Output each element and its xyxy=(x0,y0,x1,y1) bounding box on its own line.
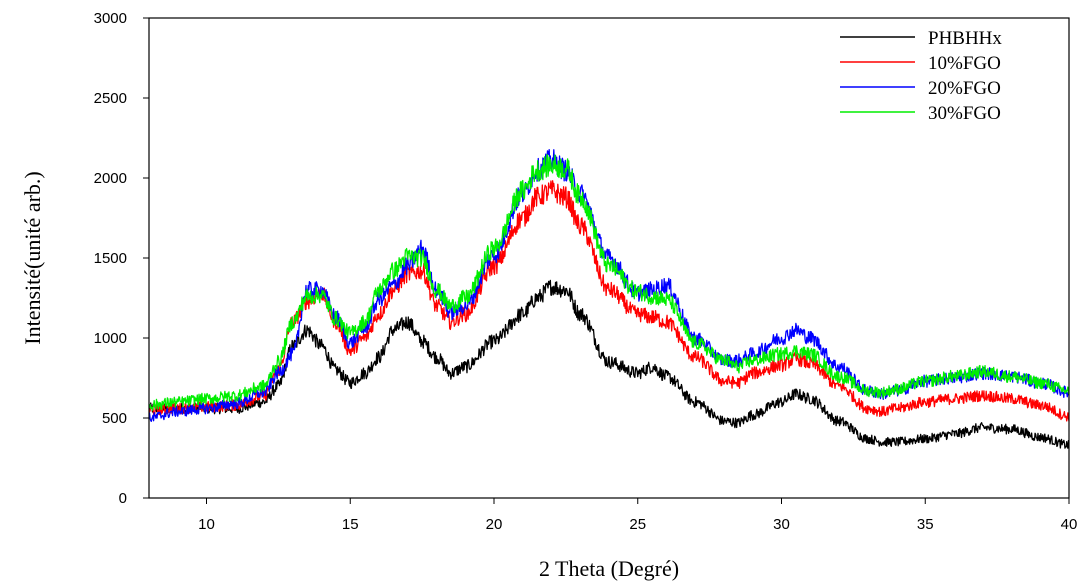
x-axis-title: 2 Theta (Degré) xyxy=(539,556,679,581)
y-tick-label: 1500 xyxy=(94,250,127,267)
x-axis: 10 15 20 25 30 35 40 xyxy=(198,498,1077,533)
legend: PHBHHx 10%FGO 20%FGO 30%FGO xyxy=(840,28,1002,124)
x-tick-label: 30 xyxy=(773,516,790,533)
y-tick-label: 2500 xyxy=(94,90,127,107)
series-line-2 xyxy=(149,180,1069,422)
x-tick-label: 25 xyxy=(629,516,646,533)
legend-label: PHBHHx xyxy=(928,28,1002,49)
x-tick-label: 40 xyxy=(1061,516,1078,533)
legend-label: 20%FGO xyxy=(928,78,1001,99)
y-tick-label: 0 xyxy=(119,490,127,507)
series-line-4 xyxy=(149,154,1069,411)
series-line-1 xyxy=(149,279,1069,449)
legend-label: 10%FGO xyxy=(928,53,1001,74)
x-tick-label: 35 xyxy=(917,516,934,533)
x-tick-label: 10 xyxy=(198,516,215,533)
y-tick-label: 1000 xyxy=(94,330,127,347)
series-layer xyxy=(149,148,1069,449)
legend-label: 30%FGO xyxy=(928,103,1001,124)
y-tick-label: 500 xyxy=(102,410,127,427)
y-axis: 0 500 1000 1500 2000 2500 3000 xyxy=(94,10,149,507)
y-axis-title: Intensité(unité arb.) xyxy=(20,171,45,345)
x-tick-label: 15 xyxy=(342,516,359,533)
x-tick-label: 20 xyxy=(486,516,503,533)
y-tick-label: 3000 xyxy=(94,10,127,27)
y-tick-label: 2000 xyxy=(94,170,127,187)
